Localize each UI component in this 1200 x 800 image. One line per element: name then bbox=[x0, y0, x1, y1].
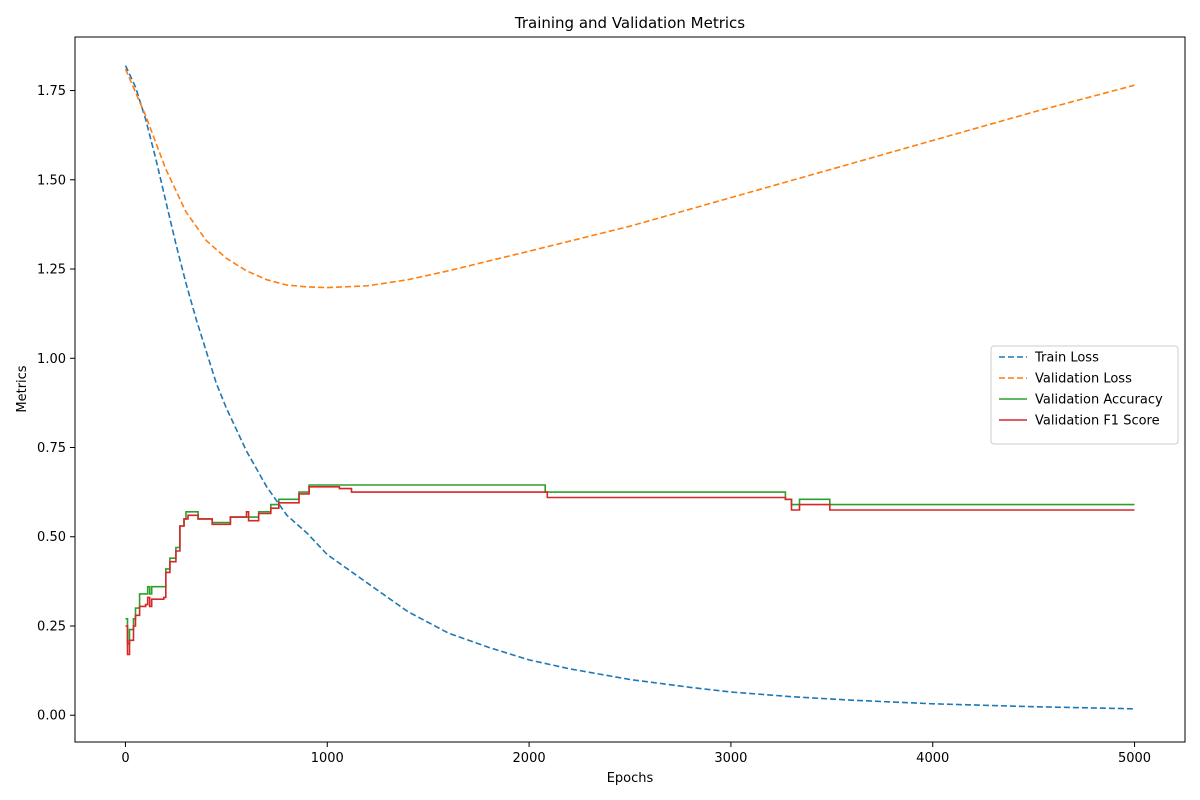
y-tick-label: 0.25 bbox=[37, 619, 66, 634]
series-line-3 bbox=[125, 484, 1135, 645]
x-tick-label: 4000 bbox=[916, 751, 949, 766]
series-line-4 bbox=[125, 486, 1135, 656]
x-tick-label: 2000 bbox=[513, 751, 546, 766]
x-axis-label: Epochs bbox=[607, 771, 654, 786]
x-tick-label: 5000 bbox=[1118, 751, 1151, 766]
y-tick-label: 0.00 bbox=[37, 709, 66, 724]
plot-frame bbox=[74, 36, 1186, 743]
chart-title: Training and Validation Metrics bbox=[514, 14, 745, 32]
x-axis: 0 1000 2000 3000 4000 5000 bbox=[121, 742, 1151, 766]
series-line-2 bbox=[124, 68, 1135, 289]
series-line-1 bbox=[124, 65, 1135, 710]
plot-lines bbox=[124, 65, 1135, 710]
x-tick-label: 0 bbox=[121, 751, 129, 766]
legend-label: Train Loss bbox=[1034, 351, 1099, 366]
legend: Train Loss Validation Loss Validation Accu… bbox=[990, 345, 1179, 445]
x-tick-label: 1000 bbox=[311, 751, 344, 766]
y-tick-label: 1.00 bbox=[37, 352, 66, 367]
legend-box bbox=[990, 345, 1179, 445]
legend-label: Validation F1 Score bbox=[1035, 414, 1160, 429]
y-tick-label: 1.75 bbox=[37, 84, 66, 99]
y-tick-label: 1.50 bbox=[37, 173, 66, 188]
y-axis: 0.00 0.25 0.50 0.75 1.00 1.25 1.50 1.75 bbox=[37, 84, 75, 724]
legend-label: Validation Accuracy bbox=[1035, 393, 1163, 408]
legend-label: Validation Loss bbox=[1035, 372, 1132, 387]
y-tick-label: 0.75 bbox=[37, 441, 66, 456]
y-tick-label: 0.50 bbox=[37, 530, 66, 545]
x-tick-label: 3000 bbox=[714, 751, 747, 766]
y-tick-label: 1.25 bbox=[37, 263, 66, 278]
y-axis-label: Metrics bbox=[15, 365, 30, 412]
